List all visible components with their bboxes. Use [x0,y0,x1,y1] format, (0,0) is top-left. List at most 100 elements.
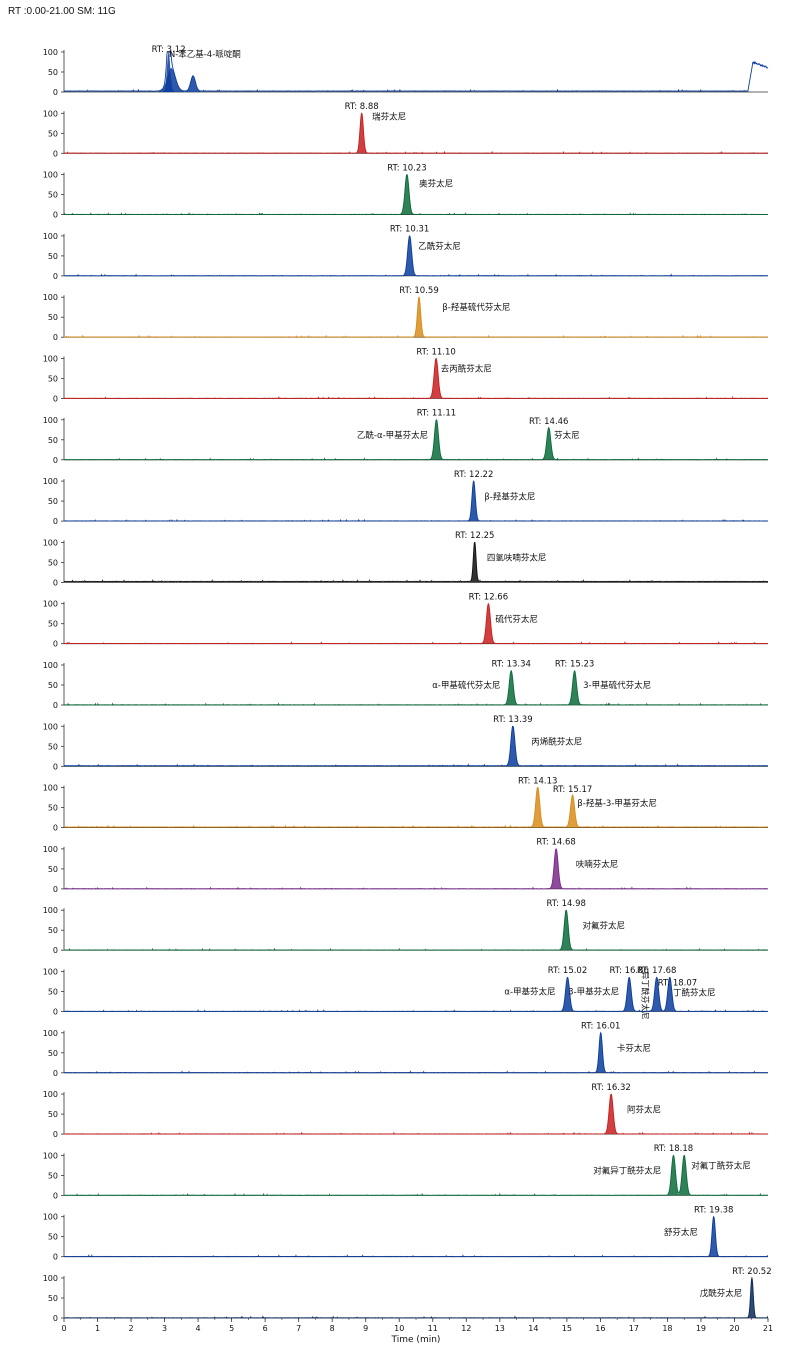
rt-label: RT: 10.31 [390,225,429,235]
x-tick-label: 9 [363,1324,368,1333]
y-tick-label: 100 [43,109,58,118]
trace-line [63,174,769,216]
panel-11: 0 50 100 RT: 13.34 α-甲基硫代芬太尼 RT: 15.23 3-甲基硫代芬… [43,659,769,710]
compound-label: 呋喃芬太尼 [576,859,619,870]
y-tick-label: 0 [53,578,58,587]
y-tick-label: 50 [48,865,58,874]
y-tick-label: 100 [43,477,58,486]
y-tick-label: 100 [43,1213,58,1222]
y-tick-label: 0 [53,1130,58,1139]
rt-label: RT: 12.66 [469,593,508,603]
trace-line [63,1154,769,1197]
y-tick-label: 0 [53,1253,58,1262]
x-tick-label: 3 [162,1324,167,1333]
y-tick-label: 50 [48,681,58,690]
rt-label: RT: 15.02 [548,966,587,976]
y-tick-label: 0 [53,701,58,710]
y-tick-label: 100 [43,293,58,302]
y-tick-label: 50 [48,313,58,322]
panel-15: 0 50 100 RT: 14.98 对氟芬太尼 [43,899,769,955]
y-tick-label: 100 [43,1090,58,1099]
panel-4: 0 50 100 RT: 10.31 乙酰芬太尼 [43,225,769,281]
rt-label: RT: 3.12 [152,45,186,55]
compound-label: 对氟芬太尼 [582,920,625,931]
x-tick-label: 6 [263,1324,268,1333]
x-tick-label: 10 [394,1324,404,1333]
x-tick-label: 12 [461,1324,471,1333]
rt-label: RT: 20.52 [732,1267,771,1277]
rt-label: RT: 11.10 [416,347,455,357]
panel-1: 0 50 100 RT: 3.12N-苯乙基-4-哌啶酮 [43,45,769,97]
compound-label: β-羟基-3-甲基芬太尼 [577,798,657,809]
rt-label: RT: 13.39 [493,715,532,725]
panel-18: 0 50 100 RT: 16.32 阿芬太尼 [43,1083,769,1139]
y-tick-label: 0 [53,88,58,97]
x-tick-label: 15 [562,1324,572,1333]
compound-label-vertical: 异丁酰芬太尼 [640,972,650,1020]
trace-line [63,725,769,767]
y-tick-label: 50 [48,558,58,567]
trace-line [63,419,769,461]
x-tick-label: 17 [629,1324,639,1333]
peak-area-1 [604,1094,618,1135]
panel-9: 0 50 100 RT: 12.25 四氢呋喃芬太尼 [43,531,769,587]
panel-20: 0 50 100 RT: 19.38 舒芬太尼 [43,1206,769,1262]
y-tick-label: 100 [43,906,58,915]
rt-range-header: RT :0.00-21.00 SM: 11G [8,6,116,17]
compound-label: 乙酰-α-甲基芬太尼 [357,430,428,441]
y-tick-label: 100 [43,661,58,670]
y-tick-label: 0 [53,1191,58,1200]
x-tick-label: 19 [696,1324,706,1333]
compound-label: β-羟基芬太尼 [484,491,535,502]
compound-label: 四氢呋喃芬太尼 [487,553,547,564]
x-tick-label: 20 [729,1324,739,1333]
y-tick-label: 50 [48,804,58,813]
rt-label: RT: 16.32 [591,1083,630,1093]
panel-21: 0 50 100 RT: 20.52 戊酰芬太尼 [43,1267,772,1323]
rt-label: RT: 16.86 [609,966,648,976]
y-tick-label: 0 [53,1069,58,1078]
panel-5: 0 50 100 RT: 10.59 β-羟基硫代芬太尼 [43,286,769,342]
trace-line [63,1276,769,1319]
peak-area-1 [403,235,417,276]
peak-area-1 [506,726,520,767]
y-tick-label: 0 [53,395,58,404]
peak-area-1 [400,174,414,215]
y-tick-label: 0 [53,762,58,771]
y-tick-label: 50 [48,620,58,629]
trace-line [63,669,769,706]
y-tick-label: 50 [48,497,58,506]
rt-label: RT: 15.23 [555,659,594,669]
y-tick-label: 50 [48,1110,58,1119]
x-axis-label: Time (min) [391,1335,441,1345]
trace-line [63,296,769,339]
trace-line [63,541,769,583]
y-tick-label: 50 [48,1171,58,1180]
y-tick-label: 100 [43,1274,58,1283]
rt-label: RT: 12.22 [454,470,493,480]
compound-label: 阿芬太尼 [627,1104,661,1115]
panel-7: 0 50 100 RT: 11.11 乙酰-α-甲基芬太尼 RT: 14.46 芬太尼 [43,409,769,465]
compound-label: α-甲基芬太尼 [504,987,555,998]
y-tick-label: 0 [53,640,58,649]
x-tick-label: 11 [428,1324,438,1333]
y-tick-label: 50 [48,191,58,200]
compound-label: 芬太尼 [554,430,580,441]
compound-label: α-甲基硫代芬太尼 [432,680,500,691]
peak-area-1 [531,787,545,828]
trace-line [63,51,769,93]
trace-line [63,1215,769,1258]
peak-area-1 [559,910,573,951]
y-tick-label: 50 [48,1233,58,1242]
y-tick-label: 50 [48,436,58,445]
y-tick-label: 0 [53,1314,58,1323]
peak-area-1 [430,419,443,460]
y-tick-label: 100 [43,968,58,977]
trace-line [63,112,769,154]
compound-label: 舒芬太尼 [664,1227,698,1238]
rt-label: RT: 14.13 [518,776,557,786]
